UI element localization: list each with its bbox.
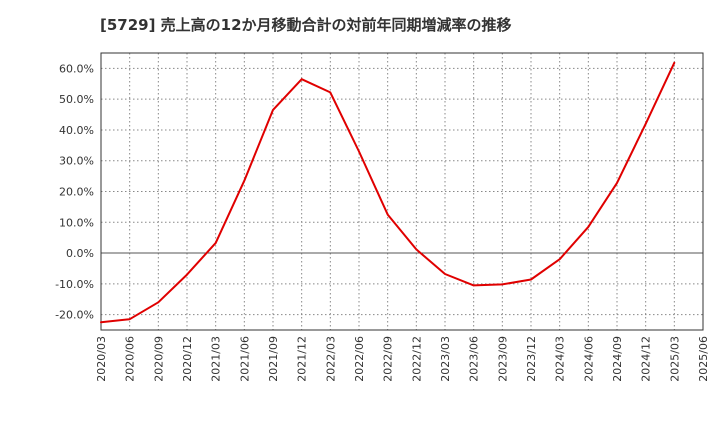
y-tick-label: 60.0% (59, 62, 94, 75)
x-tick-label: 2023/03 (439, 336, 452, 382)
y-tick-label: 0.0% (66, 247, 94, 260)
plot-border (100, 52, 704, 331)
x-tick-label: 2021/09 (267, 336, 280, 382)
y-tick-label: 20.0% (59, 186, 94, 199)
x-tick-label: 2024/09 (611, 336, 624, 382)
x-tick-label: 2022/06 (353, 336, 366, 382)
x-tick-label: 2022/03 (324, 336, 337, 382)
series-layer (100, 61, 676, 324)
y-gridlines (101, 67, 703, 316)
x-tick-label: 2021/03 (210, 336, 223, 382)
x-tick-label: 2021/06 (238, 336, 251, 382)
y-axis-tick-labels: 60.0% 50.0% 40.0% 30.0% 20.0% 10.0% 0.0% -10.0%… (55, 62, 94, 321)
x-tick-label: 2020/09 (152, 336, 165, 382)
y-tick-label: 10.0% (59, 216, 94, 229)
x-tick-label: 2022/09 (382, 336, 395, 382)
series-line (100, 61, 676, 324)
x-tick-label: 2021/12 (296, 336, 309, 382)
y-tick-label: -10.0% (55, 278, 94, 291)
y-tick-label: -20.0% (55, 309, 94, 322)
x-tick-label: 2020/03 (95, 336, 108, 382)
x-tick-label: 2024/03 (554, 336, 567, 382)
chart-title: [5729] 売上高の12か月移動合計の対前年同期増減率の推移 (100, 16, 512, 34)
x-tick-label: 2023/06 (468, 336, 481, 382)
x-tick-label: 2024/12 (640, 336, 653, 382)
x-tick-label: 2025/06 (697, 336, 710, 382)
y-tick-label: 40.0% (59, 124, 94, 137)
x-tick-label: 2022/12 (410, 336, 423, 382)
x-tick-label: 2023/09 (496, 336, 509, 382)
x-axis-tick-labels: 2020/03 2020/06 2020/09 2020/12 2021/03 2021/… (95, 336, 710, 382)
x-tick-label: 2025/03 (668, 336, 681, 382)
x-tick-label: 2020/06 (124, 336, 137, 382)
x-tick-label: 2024/06 (582, 336, 595, 382)
y-tick-label: 30.0% (59, 155, 94, 168)
x-tick-label: 2023/12 (525, 336, 538, 382)
y-tick-label: 50.0% (59, 93, 94, 106)
x-tick-label: 2020/12 (181, 336, 194, 382)
